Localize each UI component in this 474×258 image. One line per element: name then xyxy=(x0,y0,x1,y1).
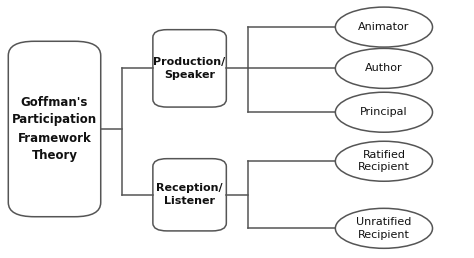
Text: Animator: Animator xyxy=(358,22,410,32)
Text: Production/
Speaker: Production/ Speaker xyxy=(154,57,226,80)
FancyBboxPatch shape xyxy=(153,30,227,107)
FancyBboxPatch shape xyxy=(8,41,100,217)
Text: Author: Author xyxy=(365,63,403,73)
Ellipse shape xyxy=(336,141,432,181)
FancyBboxPatch shape xyxy=(153,159,227,231)
Text: Reception/
Listener: Reception/ Listener xyxy=(156,183,223,206)
Text: Unratified
Recipient: Unratified Recipient xyxy=(356,217,411,239)
Ellipse shape xyxy=(336,49,432,88)
Ellipse shape xyxy=(336,208,432,248)
Text: Goffman's
Participation
Framework
Theory: Goffman's Participation Framework Theory xyxy=(12,95,97,163)
Text: Principal: Principal xyxy=(360,107,408,117)
Ellipse shape xyxy=(336,7,432,47)
Ellipse shape xyxy=(336,92,432,132)
Text: Ratified
Recipient: Ratified Recipient xyxy=(358,150,410,172)
